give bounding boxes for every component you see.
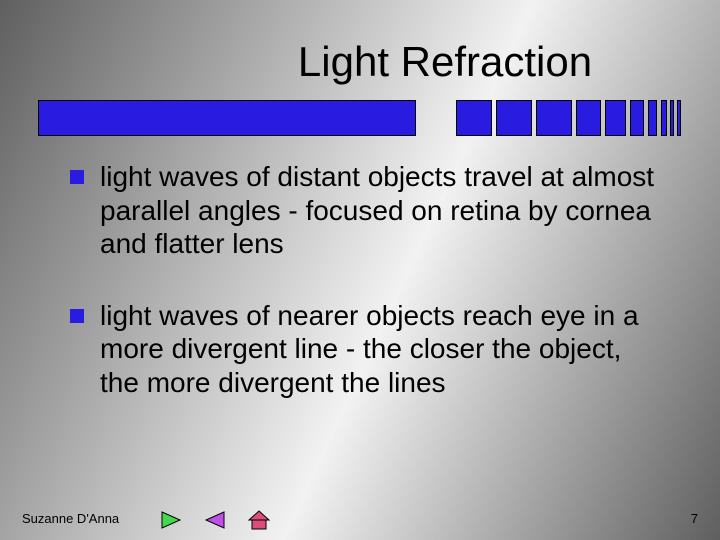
bullet-list: light waves of distant objects travel at… (70, 160, 660, 438)
decor-segment (630, 100, 644, 136)
decor-segment (677, 100, 681, 136)
decor-segment (536, 100, 572, 136)
decor-segment (456, 100, 492, 136)
bullet-item: light waves of distant objects travel at… (70, 160, 660, 261)
decor-segment (605, 100, 626, 136)
bullet-marker-icon (70, 170, 84, 184)
decor-bar (38, 100, 682, 136)
slide: Light Refraction light waves of distant … (0, 0, 720, 540)
decor-segment (576, 100, 601, 136)
bullet-marker-icon (70, 309, 84, 323)
slide-title: Light Refraction (0, 38, 720, 86)
next-icon[interactable] (160, 510, 182, 530)
home-icon[interactable] (248, 510, 270, 530)
decor-segment (661, 100, 667, 136)
decor-solid (38, 100, 416, 136)
footer-author: Suzanne D'Anna (22, 511, 119, 526)
decor-segment (496, 100, 532, 136)
decor-segment (648, 100, 657, 136)
decor-segment (670, 100, 674, 136)
bullet-item: light waves of nearer objects reach eye … (70, 299, 660, 400)
prev-icon[interactable] (204, 510, 226, 530)
nav-icons (160, 510, 270, 530)
bullet-text: light waves of distant objects travel at… (100, 160, 660, 261)
bullet-text: light waves of nearer objects reach eye … (100, 299, 660, 400)
footer-page-number: 7 (691, 511, 698, 526)
